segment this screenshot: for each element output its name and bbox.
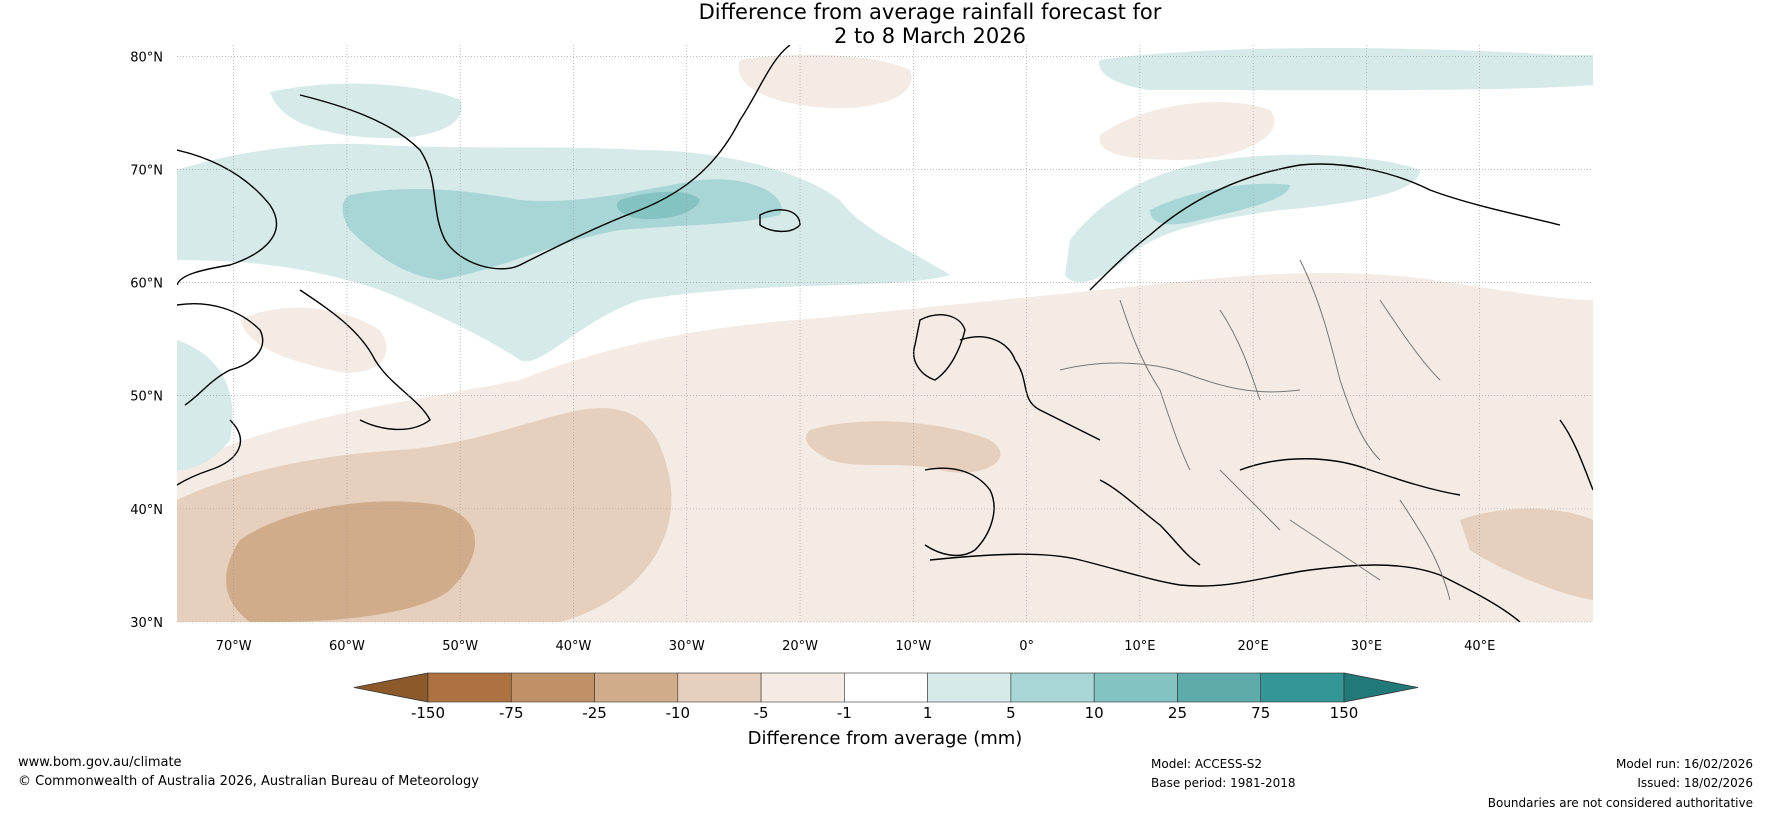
colorbar-segment [844, 672, 928, 703]
graticule [177, 45, 1593, 623]
dry-anomaly-light-nw [240, 307, 387, 373]
lon-label: 50°W [442, 639, 478, 654]
wet-anomaly-light-arctic [1099, 48, 1593, 91]
lon-label: 10°W [895, 639, 931, 654]
coastlines [177, 45, 1593, 622]
dry-anomaly-light-ne [1099, 102, 1275, 160]
model-text: Model: ACCESS-S2 [1151, 757, 1263, 771]
colorbar-tick-label: -150 [410, 704, 446, 722]
title-line-1: Difference from average rainfall forecas… [698, 0, 1162, 24]
lat-label: 40°N [130, 503, 163, 518]
lon-label: 40°E [1464, 639, 1495, 654]
wet-anomaly-light-sw [177, 340, 233, 470]
copyright-text: © Commonwealth of Australia 2026, Austra… [18, 774, 479, 789]
lon-label: 60°W [329, 639, 365, 654]
country-borders [1059, 259, 1451, 601]
lon-label: 30°E [1351, 639, 1382, 654]
colorbar-tick-label: 75 [1251, 704, 1271, 722]
colorbar-tick-label: 150 [1329, 704, 1359, 722]
colorbar-segment [594, 672, 679, 703]
colorbar-title: Difference from average (mm) [747, 728, 1023, 749]
colorbar-extend-low [353, 672, 429, 703]
lon-label: 70°W [216, 639, 252, 654]
issued-text: Issued: 18/02/2026 [1637, 776, 1753, 790]
colorbar-tick-label: -5 [753, 704, 769, 722]
wet-anomaly-light-far-north [270, 83, 462, 139]
colorbar-segment [427, 672, 512, 703]
dry-anomaly-moderate-iberia [806, 421, 1001, 473]
colorbar-tick-label: 25 [1167, 704, 1187, 722]
lon-label: 20°W [782, 639, 818, 654]
colorbar-tick-label: -1 [836, 704, 852, 722]
map-frame [177, 45, 1593, 622]
longitude-labels: 70°W 60°W 50°W 40°W 30°W 20°W 10°W 0° 10°E 20°E 30… [216, 639, 1496, 654]
title-line-2: 2 to 8 March 2026 [834, 24, 1026, 48]
lat-label: 80°N [130, 50, 163, 65]
dry-anomaly-strong [226, 501, 475, 622]
colorbar-tick-label: 5 [1006, 704, 1016, 722]
colorbar-tick-label: -10 [665, 704, 691, 722]
lat-label: 50°N [130, 390, 163, 405]
lat-label: 70°N [130, 163, 163, 178]
colorbar-segment [1093, 672, 1178, 703]
website-link[interactable]: www.bom.gov.au/climate [18, 755, 182, 770]
colorbar [353, 672, 1419, 703]
colorbar-tick-label: 1 [922, 704, 933, 722]
lat-label: 60°N [130, 277, 163, 292]
colorbar-segment [760, 672, 845, 703]
colorbar-segment [1177, 672, 1262, 703]
colorbar-tick-label: 10 [1084, 704, 1104, 722]
dry-anomaly-light-n [738, 54, 912, 109]
lat-label: 30°N [130, 616, 163, 631]
colorbar-segment [677, 672, 762, 703]
colorbar-segment [1260, 672, 1345, 703]
lon-label: 20°E [1238, 639, 1269, 654]
wet-anomaly-moderate-norway [1150, 183, 1290, 225]
colorbar-segment [927, 672, 1012, 703]
colorbar-segment [1010, 672, 1095, 703]
colorbar-segment [510, 672, 595, 703]
wet-anomaly-light-norway [1065, 154, 1420, 283]
model-run-text: Model run: 16/02/2026 [1615, 757, 1753, 771]
dry-anomaly-moderate-e [1460, 508, 1593, 600]
colorbar-tick-label: -75 [499, 704, 524, 722]
base-period-text: Base period: 1981-2018 [1151, 776, 1296, 790]
lon-label: 10°E [1124, 639, 1155, 654]
wet-anomaly-strong [616, 191, 700, 220]
lon-label: 30°W [669, 639, 705, 654]
lon-label: 0° [1019, 639, 1034, 654]
map-title: Difference from average rainfall forecas… [0, 0, 1770, 48]
colorbar-tick-label: -25 [582, 704, 607, 722]
disclaimer-text: Boundaries are not considered authoritat… [1487, 796, 1753, 810]
lon-label: 40°W [556, 639, 592, 654]
latitude-labels: 80°N 70°N 60°N 50°N 40°N 30°N [130, 50, 163, 631]
colorbar-extend-high [1343, 672, 1419, 703]
